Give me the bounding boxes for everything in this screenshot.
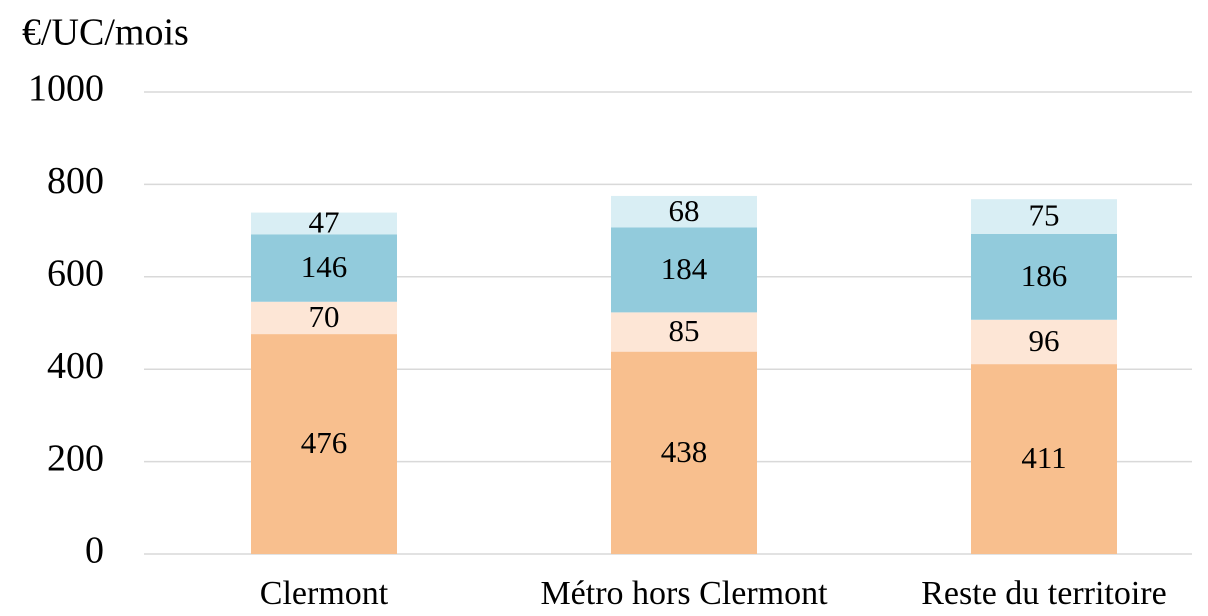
data-label: 411 <box>1021 440 1066 475</box>
y-tick-label: 600 <box>47 253 104 295</box>
x-tick-label: Métro hors Clermont <box>540 575 828 612</box>
bar-segment <box>611 312 757 352</box>
data-label: 75 <box>1029 198 1060 233</box>
bar-segment <box>611 351 757 554</box>
bar-segment <box>971 364 1117 554</box>
bar-segment <box>971 233 1117 320</box>
data-label: 438 <box>661 434 708 469</box>
y-tick-label: 0 <box>85 530 104 572</box>
data-label: 68 <box>669 193 700 228</box>
bar-segment <box>251 234 397 302</box>
data-label: 96 <box>1029 323 1060 358</box>
y-tick-label: 200 <box>47 437 104 479</box>
data-label: 186 <box>1021 258 1068 293</box>
bar-segment <box>971 199 1117 234</box>
data-label: 476 <box>301 425 348 460</box>
y-axis-label: €/UC/mois <box>22 12 189 54</box>
y-tick-label: 1000 <box>28 68 104 110</box>
data-label: 146 <box>301 249 348 284</box>
bar-segment <box>611 195 757 228</box>
bar-segment <box>251 212 397 235</box>
y-tick-label: 400 <box>47 345 104 387</box>
bar-segment <box>251 334 397 554</box>
bar-segment <box>251 301 397 335</box>
y-tick-label: 800 <box>47 160 104 202</box>
data-label: 85 <box>669 313 700 348</box>
bar-segment <box>611 227 757 313</box>
data-label: 184 <box>661 251 708 286</box>
data-label: 70 <box>309 299 340 334</box>
x-tick-label: Reste du territoire <box>921 575 1166 612</box>
bar-segment <box>971 319 1117 365</box>
data-label: 47 <box>309 205 340 240</box>
x-tick-label: Clermont <box>260 575 389 612</box>
